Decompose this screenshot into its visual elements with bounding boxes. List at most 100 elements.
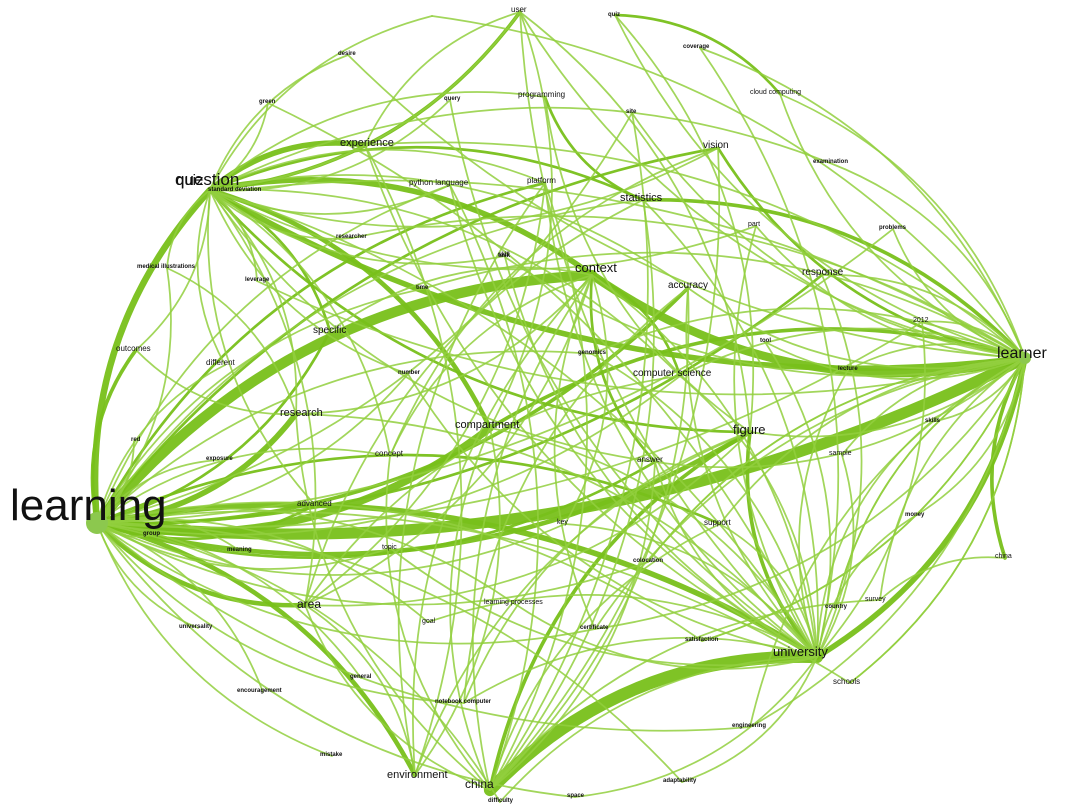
node-label-task: task: [498, 253, 511, 259]
edge-user-figure: [519, 11, 751, 433]
edge-learner-coverage: [699, 47, 1026, 359]
edge-goal-university: [427, 594, 818, 658]
node-label-time: time: [416, 285, 429, 291]
node-label-leverage: leverage: [245, 277, 270, 283]
edge-learning-difficulty: [96, 522, 501, 803]
edge-schools-learner: [849, 357, 1026, 684]
edge-key-university: [564, 523, 818, 658]
node-label-satisfaction: satisfaction: [685, 637, 719, 643]
node-label-adaptability: adaptability: [663, 778, 697, 784]
edge-computer_science-university: [679, 375, 818, 658]
edge-user-experience: [364, 11, 521, 146]
edge-learner-answer: [654, 357, 1026, 469]
node-label-computer_science: computer science: [633, 368, 712, 379]
edge-learning-specific: [95, 329, 332, 525]
node-label-skill: skill: [498, 252, 510, 258]
edge-learning-context: [91, 269, 598, 529]
edge-question-advanced: [207, 189, 316, 506]
node-label-country: country: [825, 604, 848, 610]
edge-question-user: [209, 11, 521, 191]
edge-genomics-university: [591, 353, 818, 658]
edge-learning-mistake: [96, 522, 333, 757]
edge-question-desire: [209, 54, 349, 191]
edge-quiz-figure: [614, 14, 755, 433]
edge-question-skill: [209, 189, 506, 265]
edge-figure-environment: [414, 431, 751, 776]
node-label-sample: sample: [829, 450, 852, 457]
edge-quiz-learner: [614, 14, 1026, 359]
node-label-genomics: genomics: [578, 350, 607, 356]
edge-satisfaction-learner: [701, 357, 1026, 642]
edge-site-learner: [631, 112, 1026, 359]
node-label-learner: learner: [997, 345, 1047, 362]
node-label-encouragement: encouragement: [237, 688, 282, 694]
edge-learning_processes-university: [514, 603, 818, 670]
edge-survey-china_right: [879, 556, 1006, 601]
edge-skills-university: [816, 421, 932, 658]
node-label-2012: 2012: [913, 317, 929, 324]
node-label-environment: environment: [387, 769, 448, 781]
node-label-researcher: researcher: [336, 234, 367, 240]
edge-context-certificate: [553, 274, 596, 630]
edge-learning-response: [95, 273, 824, 525]
node-label-key: key: [557, 519, 568, 526]
edge-question-figure: [208, 188, 752, 434]
edge-learning-number: [96, 373, 409, 524]
node-label-difficulty: difficulty: [488, 798, 514, 804]
edge-sample-university: [816, 454, 855, 658]
node-label-research: research: [280, 407, 323, 419]
node-label-lecture: lecture: [838, 366, 858, 372]
edge-question-python_language: [209, 184, 451, 215]
edge-sta-learner: [431, 15, 1026, 359]
edge-adaptability-university: [681, 656, 818, 783]
edge-question-university: [209, 189, 818, 658]
edge-time-learner: [421, 251, 1026, 359]
edge-programming-statistics: [543, 95, 645, 202]
edge-experience-learner: [364, 141, 1026, 359]
edge-question-different: [196, 189, 226, 366]
node-label-exposure: exposure: [206, 456, 233, 462]
edge-question-programming: [209, 91, 546, 191]
node-label-programming: programming: [518, 90, 565, 99]
node-label-topic: topic: [382, 544, 397, 551]
node-label-university: university: [773, 644, 828, 659]
edge-accuracy-university: [685, 287, 818, 658]
edge-question-accuracy: [209, 174, 689, 289]
node-label-space: space: [567, 793, 585, 799]
edge-learning-concept: [96, 447, 391, 524]
edge-context-china_bottom: [472, 274, 593, 791]
node-label-schools: schools: [833, 677, 860, 686]
node-label-general: general: [350, 674, 372, 680]
node-label-context: context: [575, 260, 617, 275]
node-label-notebook_computer: notebook computer: [435, 699, 492, 705]
edge-vision-china_bottom: [489, 147, 721, 791]
node-label-examination: examination: [813, 159, 848, 165]
node-label-response: response: [802, 267, 844, 278]
edge-statistics-area: [304, 199, 644, 606]
edge-vision-concept: [389, 147, 719, 457]
node-marker-learning: [86, 512, 108, 534]
edge-question-answer: [209, 189, 656, 463]
node-label-user: user: [511, 5, 527, 14]
edge-programming-figure: [544, 96, 751, 433]
edge-context-university: [591, 274, 818, 658]
edge-user-university: [519, 11, 818, 658]
node-label-platform: platform: [527, 176, 556, 185]
edge-leverage-learner: [256, 280, 1026, 396]
node-label-china_bottom: china: [465, 777, 494, 791]
node-label-figure: figure: [733, 422, 766, 437]
node-label-certificate: certificate: [580, 625, 609, 631]
node-label-advanced: advanced: [297, 499, 332, 508]
edge-context-key: [564, 274, 609, 525]
edge-statistics-learner: [641, 198, 1027, 360]
edge-concept-china_bottom: [385, 455, 491, 791]
node-label-money: money: [905, 512, 925, 518]
edge-question-number: [209, 189, 409, 375]
edge-number-university: [407, 373, 818, 658]
node-label-coverage: coverage: [683, 44, 710, 50]
edge-area-china_bottom: [304, 604, 491, 791]
node-label-skills: skills: [925, 418, 941, 424]
node-label-engineering: engineering: [732, 723, 766, 729]
edge-part-university: [733, 225, 818, 658]
edge-learning-satisfaction: [96, 501, 703, 642]
